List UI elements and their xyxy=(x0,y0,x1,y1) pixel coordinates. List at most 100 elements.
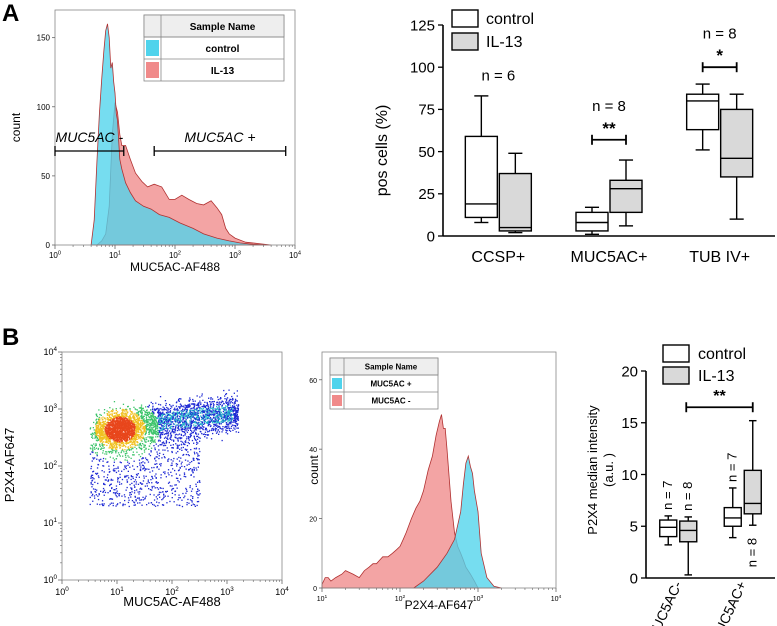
scatter-point xyxy=(232,409,234,412)
scatter-point xyxy=(169,437,171,439)
scatter-point xyxy=(183,421,185,423)
scatter-point xyxy=(113,422,115,424)
scatter-point xyxy=(139,411,142,413)
scatter-point xyxy=(116,490,118,492)
scatter-point xyxy=(95,447,98,449)
scatter-point xyxy=(235,412,238,414)
y-tick-label: 50 xyxy=(418,144,435,161)
scatter-point xyxy=(208,423,210,426)
scatter-point xyxy=(223,403,225,405)
scatter-point xyxy=(171,488,174,490)
scatter-point xyxy=(194,421,196,423)
scatter-point xyxy=(184,443,186,446)
scatter-point xyxy=(161,414,163,416)
scatter-point xyxy=(115,412,118,415)
scatter-point xyxy=(142,424,144,426)
scatter-point xyxy=(219,403,221,406)
scatter-point xyxy=(160,422,162,425)
scatter-point xyxy=(126,412,129,414)
box-control-ccsp xyxy=(464,95,499,224)
scatter-point xyxy=(184,421,186,423)
scatter-point xyxy=(125,467,127,470)
scatter-point xyxy=(230,421,232,423)
scatter-point xyxy=(103,433,105,435)
scatter-point xyxy=(95,472,97,475)
scatter-point xyxy=(171,497,173,499)
scatter-point xyxy=(121,470,123,472)
scatter-point xyxy=(124,496,126,498)
scatter-point xyxy=(106,414,109,416)
scatter-point xyxy=(168,419,170,421)
scatter-point xyxy=(178,456,180,459)
scatter-point xyxy=(107,427,110,429)
scatter-point xyxy=(154,447,156,449)
scatter-point xyxy=(97,447,100,450)
scatter-point xyxy=(177,477,179,480)
scatter-point xyxy=(118,429,120,432)
scatter-point xyxy=(108,452,111,454)
scatter-point xyxy=(119,461,121,463)
scatter-point xyxy=(178,406,181,408)
scatter-point xyxy=(128,435,130,437)
scatter-point xyxy=(125,426,128,428)
scatter-point xyxy=(140,433,142,436)
scatter-point xyxy=(92,500,94,502)
scatter-point xyxy=(91,474,93,476)
scatter-point xyxy=(182,405,184,407)
scatter-point xyxy=(180,424,182,426)
x-tick-label: 103 xyxy=(473,594,484,603)
legend-item-il-13: IL-13 xyxy=(486,34,523,51)
scatter-point xyxy=(167,414,169,416)
scatter-point xyxy=(191,403,193,405)
scatter-point xyxy=(173,428,175,430)
scatter-point xyxy=(137,418,139,421)
scatter-point xyxy=(164,400,167,402)
scatter-point xyxy=(230,408,232,410)
scatter-point xyxy=(144,426,146,429)
scatter-point xyxy=(185,449,187,451)
scatter-point xyxy=(159,427,161,429)
box-iqr xyxy=(719,108,754,178)
scatter-point xyxy=(101,425,103,427)
scatter-point xyxy=(132,415,134,417)
scatter-point xyxy=(210,398,212,400)
scatter-point xyxy=(100,490,102,492)
scatter-point xyxy=(122,414,124,416)
scatter-point xyxy=(228,414,230,416)
y-tick-label: 20 xyxy=(309,517,317,524)
scatter-point xyxy=(182,408,184,410)
scatter-point xyxy=(105,424,108,426)
scatter-point xyxy=(151,420,154,423)
legend-item-control: control xyxy=(486,11,534,28)
scatter-point xyxy=(109,433,112,435)
scatter-point xyxy=(109,490,111,492)
legend-item-muc5ac: MUC5AC - xyxy=(371,397,410,406)
scatter-point xyxy=(155,432,157,435)
scatter-point xyxy=(197,455,199,457)
scatter-point xyxy=(226,416,228,419)
scatter-point xyxy=(127,434,129,436)
scatter-point xyxy=(120,417,123,419)
scatter-point xyxy=(217,418,219,420)
scatter-point xyxy=(188,427,190,429)
scatter-point xyxy=(212,412,214,414)
scatter-point xyxy=(195,411,197,413)
scatter-point xyxy=(226,402,229,404)
scatter-point xyxy=(123,426,126,428)
scatter-point xyxy=(149,424,152,426)
scatter-point xyxy=(199,426,201,428)
scatter-point xyxy=(167,495,169,497)
scatter-point xyxy=(156,425,158,428)
scatter-point xyxy=(160,434,162,436)
scatter-point xyxy=(113,430,115,432)
scatter-point xyxy=(109,490,111,492)
scatter-point xyxy=(122,426,124,428)
scatter-point xyxy=(129,430,131,433)
scatter-point xyxy=(151,436,153,438)
scatter-point xyxy=(148,430,151,432)
scatter-point xyxy=(176,437,178,440)
scatter-point xyxy=(197,453,199,455)
scatter-point xyxy=(194,413,196,415)
scatter-point xyxy=(146,504,148,506)
scatter-point xyxy=(157,421,160,423)
